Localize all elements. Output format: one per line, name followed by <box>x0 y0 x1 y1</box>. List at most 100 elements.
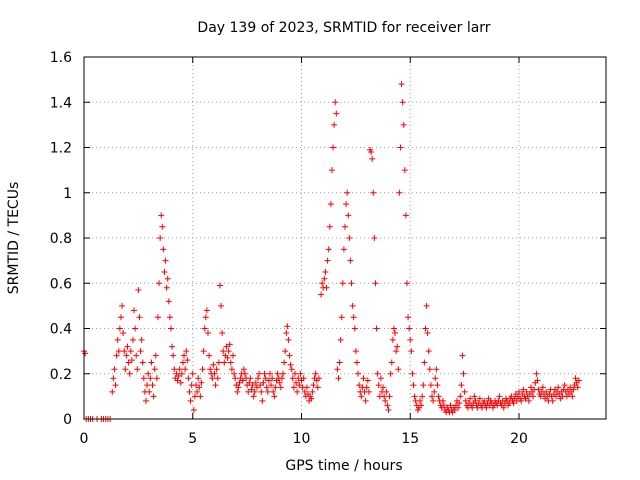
data-point <box>318 291 325 298</box>
data-point <box>223 343 230 350</box>
data-point <box>145 370 152 377</box>
data-point <box>433 366 440 373</box>
ticks-layer: 0 0.2 0.4 0.6 0.8 1 1.2 1.4 1.6 0 5 10 15 20 <box>50 50 606 447</box>
data-point <box>265 377 272 384</box>
data-point <box>272 384 279 391</box>
data-point <box>226 341 233 348</box>
y-tick-label: 0 <box>63 412 72 428</box>
data-point <box>346 235 353 241</box>
data-point <box>308 395 315 402</box>
data-point <box>168 325 174 332</box>
data-point <box>112 382 119 389</box>
data-point <box>373 325 380 332</box>
data-point <box>215 359 222 366</box>
y-tick-label: 1 <box>63 186 72 202</box>
data-point <box>315 375 322 382</box>
data-point <box>455 404 462 411</box>
data-point <box>111 366 118 373</box>
data-point <box>410 382 417 389</box>
data-point <box>117 314 124 321</box>
data-point <box>418 402 425 409</box>
data-point <box>212 382 219 389</box>
data-point <box>196 384 203 391</box>
data-point <box>331 121 338 128</box>
data-point <box>274 370 281 377</box>
data-point <box>429 393 435 400</box>
data-point <box>115 348 122 355</box>
data-point <box>186 388 193 395</box>
data-point <box>152 352 159 359</box>
data-point <box>382 397 389 404</box>
data-point <box>312 370 319 377</box>
data-point <box>402 212 409 219</box>
data-point <box>209 375 216 382</box>
data-point <box>426 366 433 373</box>
data-point <box>224 354 231 361</box>
data-point <box>300 375 307 382</box>
data-point <box>164 275 171 282</box>
data-point <box>395 366 402 373</box>
data-point <box>384 402 391 409</box>
data-point <box>344 189 351 196</box>
data-point <box>231 370 238 377</box>
data-point <box>406 325 413 332</box>
data-point <box>534 377 541 384</box>
data-point <box>353 359 360 366</box>
data-point <box>285 336 292 343</box>
data-point <box>151 366 158 373</box>
data-point <box>527 384 534 391</box>
data-point <box>411 393 418 400</box>
y-tick-label: 1.6 <box>50 50 72 66</box>
data-point <box>234 388 241 395</box>
data-point <box>459 352 466 359</box>
data-point <box>284 323 291 330</box>
data-point <box>200 348 207 355</box>
data-point <box>530 393 537 400</box>
data-point <box>328 167 335 174</box>
data-point <box>290 384 297 391</box>
data-point <box>342 223 348 230</box>
data-point <box>389 336 396 343</box>
data-point <box>301 388 308 395</box>
data-point <box>134 366 141 373</box>
data-point <box>435 393 442 400</box>
y-tick-label: 0.6 <box>50 276 72 292</box>
data-point <box>249 382 256 389</box>
data-point <box>574 384 581 391</box>
data-point <box>325 246 332 253</box>
data-point <box>420 382 427 389</box>
data-point <box>520 386 527 393</box>
data-point <box>149 382 156 389</box>
data-point <box>232 375 239 382</box>
data-point <box>510 400 517 407</box>
data-point <box>434 382 441 389</box>
data-point <box>182 366 189 373</box>
data-point <box>281 359 288 366</box>
data-point <box>471 393 478 400</box>
data-point <box>153 375 160 382</box>
data-point <box>408 348 415 355</box>
data-point <box>309 388 316 395</box>
data-point <box>330 144 337 151</box>
data-point <box>291 370 298 377</box>
data-point <box>425 348 432 355</box>
data-point <box>131 307 138 314</box>
data-point <box>125 359 132 366</box>
data-point <box>280 370 287 377</box>
data-point <box>569 393 576 400</box>
data-point <box>199 366 206 373</box>
data-point <box>337 336 344 343</box>
data-point <box>516 388 522 395</box>
data-point <box>561 382 568 389</box>
data-point <box>207 366 214 373</box>
data-point <box>363 384 370 391</box>
data-point <box>216 282 223 289</box>
data-point <box>405 314 412 321</box>
data-point <box>110 375 117 382</box>
y-axis-label: SRMTID / TECUs <box>6 182 22 295</box>
data-point <box>189 370 196 377</box>
data-point <box>133 352 140 359</box>
data-point <box>240 366 247 373</box>
data-point <box>348 280 355 287</box>
data-point <box>178 370 185 377</box>
